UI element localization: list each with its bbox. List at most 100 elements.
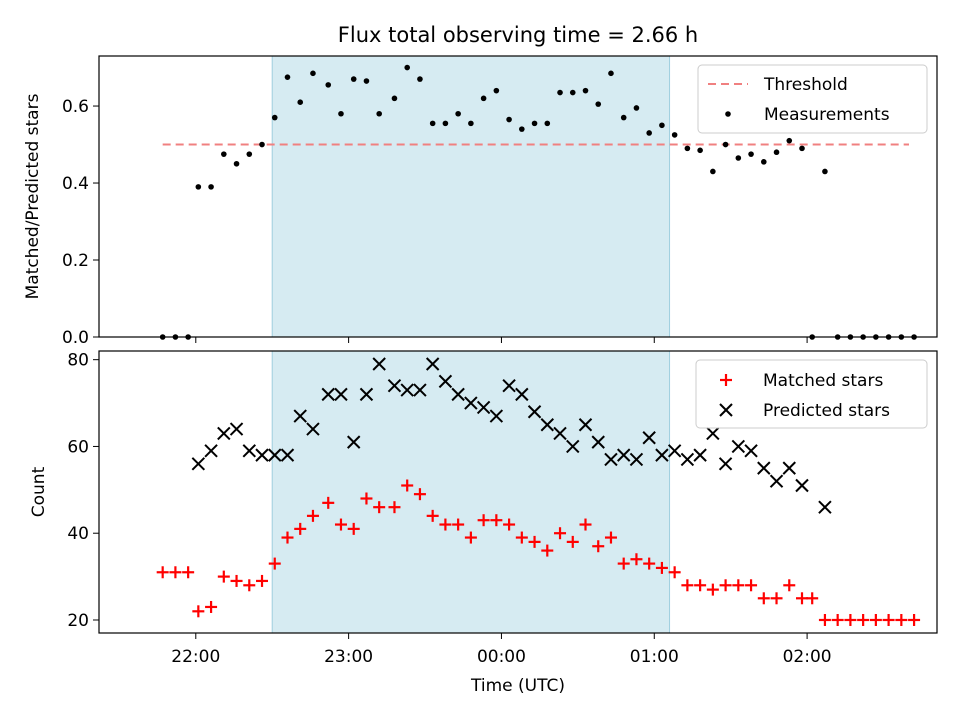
x-stroke-b xyxy=(706,426,720,441)
x-stroke-b xyxy=(400,383,414,397)
measurement-point xyxy=(429,120,436,127)
x-stroke-b xyxy=(191,457,206,471)
x-stroke-b xyxy=(718,457,733,471)
predicted-star-point xyxy=(476,400,491,415)
matched-star-point xyxy=(844,613,857,626)
x-stroke-b xyxy=(413,383,427,397)
x-stroke-b xyxy=(731,439,746,454)
predicted-star-point xyxy=(604,452,618,467)
measurement-point xyxy=(233,160,240,167)
y-tick-label: 60 xyxy=(67,437,89,457)
measurement-point xyxy=(417,76,423,82)
measurement-point xyxy=(325,82,332,88)
predicted-star-point xyxy=(578,418,593,432)
matched-star-point xyxy=(908,613,921,626)
x-stroke-b xyxy=(782,461,796,475)
measurement-point xyxy=(633,105,640,111)
measurement-point xyxy=(376,110,382,117)
predicted-star-point xyxy=(680,452,695,467)
matched-star-point xyxy=(818,613,831,626)
y-tick-label: 0.4 xyxy=(62,174,89,194)
measurement-point xyxy=(221,151,227,157)
x-stroke-b xyxy=(359,387,374,402)
matched-star-point xyxy=(604,531,617,544)
predicted-star-point xyxy=(425,357,440,371)
measurement-point xyxy=(297,99,304,105)
predicted-star-point xyxy=(553,426,567,441)
x-tick-label: 22:00 xyxy=(171,647,220,667)
matched-star-point xyxy=(630,553,643,566)
x-stroke-b xyxy=(719,403,733,417)
shaded-region-bottom xyxy=(271,350,671,634)
x-stroke-b xyxy=(464,396,478,410)
legend-matched-label: Matched stars xyxy=(763,371,883,391)
predicted-star-point xyxy=(229,422,244,436)
predicted-star-point xyxy=(387,379,402,393)
predicted-star-point xyxy=(693,448,707,462)
chart-title: Flux total observing time = 2.66 h xyxy=(338,23,698,47)
y-tick-label: 0.6 xyxy=(62,97,89,117)
matched-star-point xyxy=(426,509,439,522)
x-stroke-b xyxy=(489,409,504,423)
matched-star-point xyxy=(294,522,307,535)
y-tick-label: 80 xyxy=(67,351,89,371)
legend-measurements-swatch xyxy=(725,111,731,117)
predicted-star-point xyxy=(731,439,746,454)
predicted-star-point xyxy=(502,379,516,393)
predicted-star-point xyxy=(667,444,682,458)
matched-star-point xyxy=(388,501,401,514)
matched-star-point xyxy=(205,600,218,613)
x-stroke-b xyxy=(527,405,542,419)
matched-star-point xyxy=(268,557,281,570)
predicted-star-point xyxy=(372,357,386,371)
matched-star-point xyxy=(706,583,719,596)
measurement-point xyxy=(338,110,344,117)
measurement-point xyxy=(582,87,589,94)
predicted-star-point xyxy=(400,383,414,397)
measurement-point xyxy=(391,95,398,102)
x-stroke-b xyxy=(321,387,335,402)
predicted-star-point xyxy=(818,500,832,514)
measurement-point xyxy=(259,141,265,148)
x-stroke-b xyxy=(280,448,295,462)
predicted-star-point xyxy=(464,396,478,410)
measurement-point xyxy=(246,151,253,157)
x-tick-label: 23:00 xyxy=(324,647,373,667)
x-stroke-b xyxy=(757,461,771,475)
predicted-star-point xyxy=(306,422,320,436)
x-stroke-b xyxy=(604,452,618,467)
measurement-point xyxy=(620,114,627,121)
matched-star-point xyxy=(401,479,414,492)
x-stroke-b xyxy=(515,387,529,402)
matched-star-point xyxy=(831,613,844,626)
measurement-point xyxy=(773,149,780,156)
matched-star-point xyxy=(806,592,819,605)
matched-star-point xyxy=(452,518,465,531)
predicted-star-point xyxy=(642,431,656,445)
matched-star-point xyxy=(745,579,758,592)
measurement-point xyxy=(799,145,805,152)
matched-star-point xyxy=(757,592,770,605)
measurement-point xyxy=(822,168,828,175)
x-stroke-b xyxy=(642,431,656,445)
measurement-point xyxy=(722,141,729,148)
measurement-point xyxy=(684,145,691,152)
predicted-star-point xyxy=(255,448,269,462)
bottom-marks xyxy=(156,357,921,626)
top-axes-frame xyxy=(98,55,938,338)
predicted-star-point xyxy=(347,435,361,449)
predicted-star-point xyxy=(527,405,542,419)
x-stroke-b xyxy=(387,379,402,393)
x-stroke-b xyxy=(476,400,491,415)
matched-star-point xyxy=(796,592,809,605)
matched-star-point xyxy=(281,531,294,544)
x-stroke-b xyxy=(578,418,593,432)
predicted-star-point xyxy=(191,457,206,471)
x-stroke-b xyxy=(204,444,218,458)
matched-star-point xyxy=(503,518,516,531)
matched-star-point xyxy=(169,566,182,579)
predicted-star-point xyxy=(321,387,335,402)
measurement-point xyxy=(710,168,716,175)
matched-star-point xyxy=(230,574,243,587)
matched-star-point xyxy=(857,613,870,626)
